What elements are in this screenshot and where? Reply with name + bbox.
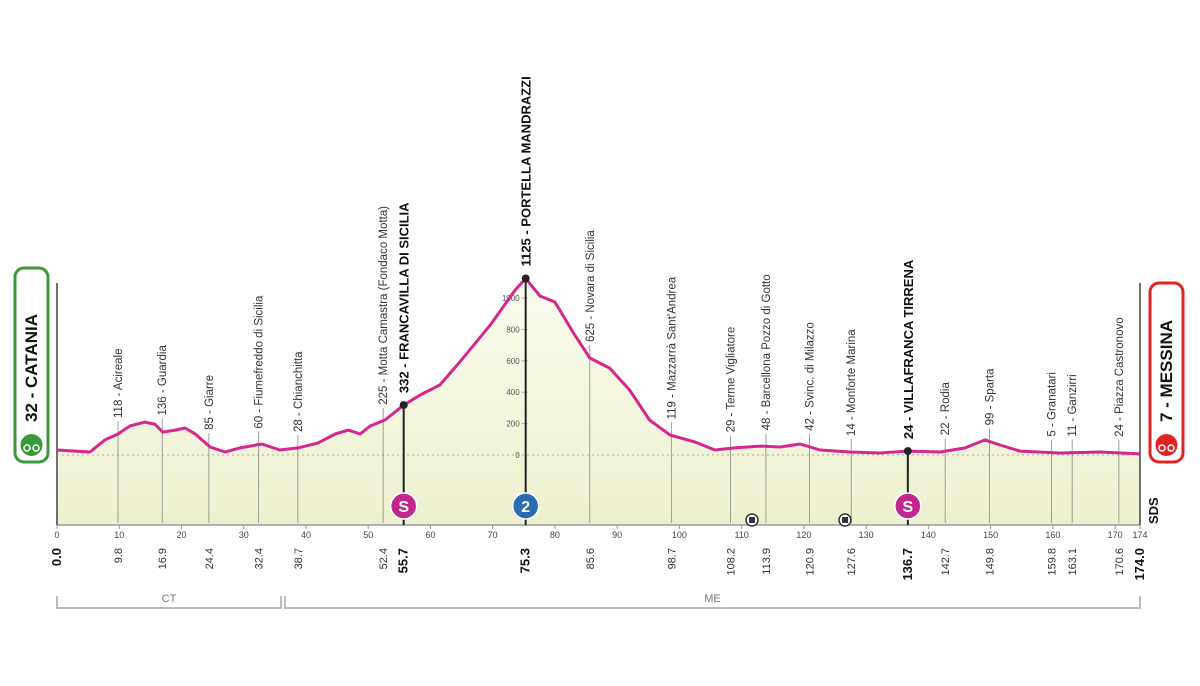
finish-name: 7 - MESSINA bbox=[1157, 320, 1176, 422]
waypoint-name: 14 - Monforte Marina bbox=[846, 329, 858, 436]
y-tick-label: 0 bbox=[515, 451, 520, 460]
waypoint-name: 136 - Guardia bbox=[157, 345, 169, 416]
icon-label: S bbox=[903, 499, 914, 516]
waypoint-name: 332 - FRANCAVILLA DI SICILIA bbox=[397, 202, 412, 393]
waypoint-name: 24 - VILLAFRANCA TIRRENA bbox=[901, 259, 916, 439]
km-label: 163.1 bbox=[1067, 548, 1079, 576]
x-tick-label: 50 bbox=[363, 530, 373, 540]
x-tick-label: 30 bbox=[239, 530, 249, 540]
kom-icon bbox=[511, 492, 540, 520]
y-tick-label: 400 bbox=[506, 388, 520, 397]
x-tick-label: 150 bbox=[983, 530, 998, 540]
km-label: 170.6 bbox=[1114, 548, 1126, 576]
waypoint-name: 85 - Giarre bbox=[204, 375, 216, 430]
profile-area bbox=[57, 278, 1140, 525]
x-tick-label: 170 bbox=[1108, 530, 1123, 540]
km-label: 127.6 bbox=[846, 548, 858, 576]
km-label: 52.4 bbox=[378, 548, 390, 569]
waypoint-name: 625 - Novara di Sicilia bbox=[585, 230, 597, 342]
x-tick-label: 10 bbox=[114, 530, 124, 540]
logo: SDS bbox=[1146, 497, 1161, 524]
km-label: 9.8 bbox=[113, 548, 125, 563]
waypoint-name: 119 - Mazzarrà Sant'Andrea bbox=[666, 276, 678, 419]
start-box bbox=[13, 266, 50, 464]
tunnel-icon bbox=[745, 513, 852, 527]
icon-label: S bbox=[398, 499, 409, 516]
km-label: 108.2 bbox=[725, 548, 737, 576]
x-tick-label: 80 bbox=[550, 530, 560, 540]
y-tick-label: 1000 bbox=[502, 294, 520, 303]
x-tick-label: 110 bbox=[734, 530, 748, 540]
waypoint-name: 24 - Piazza Castronovo bbox=[1114, 317, 1126, 437]
waypoint-name: 118 - Acireale bbox=[113, 349, 125, 418]
profile-line bbox=[56, 277, 1141, 456]
km-label: 120.9 bbox=[804, 548, 816, 576]
waypoint-name: 11 - Ganzirri bbox=[1067, 374, 1079, 436]
waypoint-dot bbox=[399, 401, 408, 410]
x-tick-label: 0 bbox=[54, 530, 59, 540]
rider-icon-wheel bbox=[32, 444, 40, 452]
waypoint-name: 5 - Granatari bbox=[1047, 372, 1059, 437]
km-label: 55.7 bbox=[396, 548, 411, 573]
rider-icon bbox=[1155, 434, 1178, 456]
waypoint-name: 29 - Terme Vigliatore bbox=[725, 327, 737, 433]
sprint-icon bbox=[389, 492, 418, 520]
sprint-icon bbox=[894, 492, 922, 520]
waypoint-name: 42 - Svinc. di Milazzo bbox=[804, 322, 816, 431]
region-label: CT bbox=[162, 593, 177, 605]
y-tick-label: 800 bbox=[506, 325, 520, 334]
km-label: 136.7 bbox=[900, 548, 915, 581]
rider-icon-wheel bbox=[1167, 444, 1175, 452]
rider-icon bbox=[20, 434, 43, 456]
x-tick-label: 120 bbox=[796, 530, 811, 540]
waypoint-name: 28 - Chianchitta bbox=[293, 351, 305, 432]
km-label: 38.7 bbox=[293, 548, 305, 569]
km-label: 16.9 bbox=[157, 548, 169, 569]
waypoint-name: 48 - Barcellona Pozzo di Gotto bbox=[761, 274, 773, 430]
x-tick-label: 174 bbox=[1132, 530, 1147, 540]
x-tick-label: 90 bbox=[612, 530, 622, 540]
km-label: 113.9 bbox=[761, 548, 773, 575]
km-label: 75.3 bbox=[518, 548, 533, 573]
km-label: 24.4 bbox=[204, 548, 216, 569]
start-name: 32 - CATANIA bbox=[22, 314, 41, 422]
rider-icon-wheel bbox=[23, 444, 31, 452]
waypoint-name: 99 - Sparta bbox=[984, 368, 996, 425]
waypoint-dot bbox=[521, 274, 530, 283]
icon-label: 2 bbox=[521, 499, 530, 516]
waypoint-name: 225 - Motta Camastra (Fondaco Motta) bbox=[378, 206, 390, 405]
x-tick-label: 70 bbox=[488, 530, 498, 540]
x-tick-label: 160 bbox=[1045, 530, 1060, 540]
waypoint-name: 1125 - PORTELLA MANDRAZZI bbox=[519, 76, 534, 266]
finish-box bbox=[1148, 281, 1185, 464]
region-label: ME bbox=[704, 593, 721, 605]
x-tick-label: 40 bbox=[301, 530, 311, 540]
x-tick-label: 100 bbox=[672, 530, 687, 540]
y-tick-label: 200 bbox=[506, 420, 520, 429]
x-tick-label: 60 bbox=[425, 530, 435, 540]
waypoint-dot bbox=[903, 447, 912, 456]
waypoint-name: 22 - Rodia bbox=[940, 382, 952, 436]
km-label: 0.0 bbox=[49, 548, 64, 566]
y-tick-label: 600 bbox=[506, 357, 520, 366]
x-tick-label: 130 bbox=[859, 530, 874, 540]
region-bracket bbox=[56, 596, 282, 609]
km-label: 142.7 bbox=[940, 548, 952, 576]
km-label: 174.0 bbox=[1132, 548, 1147, 581]
x-tick-label: 140 bbox=[921, 530, 936, 540]
km-label: 85.6 bbox=[585, 548, 597, 569]
km-label: 32.4 bbox=[254, 548, 266, 569]
x-tick-label: 20 bbox=[176, 530, 186, 540]
km-label: 159.8 bbox=[1047, 548, 1059, 576]
km-label: 149.8 bbox=[984, 548, 996, 576]
km-label: 98.7 bbox=[666, 548, 678, 569]
waypoint-name: 60 - Fiumefreddo di Sicilia bbox=[254, 295, 266, 429]
region-bracket bbox=[283, 596, 1141, 609]
rider-icon-wheel bbox=[1158, 444, 1166, 452]
